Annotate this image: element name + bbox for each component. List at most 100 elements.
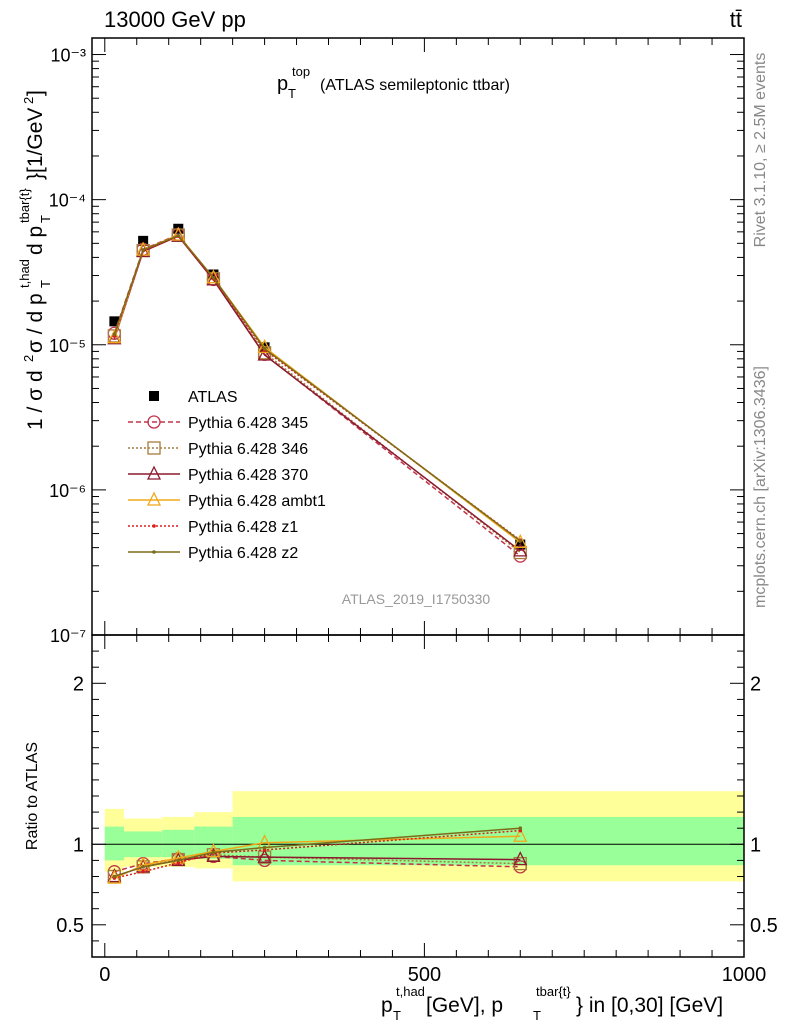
data-point-3-3: [206, 271, 221, 286]
main-ylabel: 1 / σ d 2 σ / d p T t,had d p T tbar{t} …: [17, 90, 53, 430]
ratio-point-3-0: [107, 869, 122, 884]
ratio-line-5: [114, 827, 521, 878]
data-point-4-5: [513, 533, 528, 548]
data-point-3-4: [257, 346, 272, 361]
data-point-3-5: [513, 542, 528, 557]
legend-marker-1: [147, 415, 161, 429]
main-ytick-label: 10⁻⁵: [49, 336, 86, 356]
data-point-6-1: [141, 248, 145, 252]
data-point-6-3: [211, 275, 216, 280]
legend-label-6: Pythia 6.428 z2: [188, 545, 298, 562]
data-point-4-4: [257, 338, 272, 353]
main-series: [107, 223, 528, 563]
svg-text:2: 2: [21, 355, 36, 362]
data-point-2-5: [513, 545, 527, 560]
legend-label-1: Pythia 6.428 345: [188, 415, 308, 432]
ratio-point-3-3: [206, 843, 221, 858]
svg-text:d p: d p: [24, 226, 47, 255]
data-point-6-2: [176, 233, 181, 238]
svg-text:(ATLAS semileptonic ttbar): (ATLAS semileptonic ttbar): [320, 77, 510, 94]
data-point-4-3: [206, 269, 221, 284]
main-ytick-label: 10⁻³: [50, 46, 86, 66]
ratio-ytick-label-right: 2: [750, 673, 761, 695]
legend-marker-4: [146, 491, 162, 506]
ratio-point-2-4: [257, 848, 272, 863]
ratio-ylabel: Ratio to ATLAS: [24, 742, 41, 850]
ratio-xtick-label: 1000: [722, 964, 767, 986]
data-point-6-4: [262, 346, 267, 351]
svg-text:} in [0,30] [GeV]: } in [0,30] [GeV]: [576, 994, 723, 1017]
svg-text:tbar{t}: tbar{t}: [17, 188, 32, 223]
ratio-ytick-label: 0.5: [56, 915, 84, 937]
ratio-point-5-1: [141, 865, 145, 869]
ratio-line-4: [114, 829, 521, 879]
series-line-6: [113, 234, 521, 542]
mcplots-label: mcplots.cern.ch [arXiv:1306.3436]: [752, 366, 769, 608]
x-axis-label: p T t,had [GeV], p T tbar{t} } in [0,30]…: [381, 984, 723, 1023]
svg-text:1 / σ d: 1 / σ d: [24, 370, 47, 430]
data-point-0-3: [208, 269, 219, 280]
ratio-ytick-label-right: 0.5: [750, 915, 778, 937]
legend-marker-0: [149, 391, 159, 401]
ratio-point-3-5: [513, 827, 528, 842]
main-ytick-label: 10⁻⁶: [49, 481, 86, 501]
svg-text:T: T: [533, 1008, 541, 1023]
data-point-6-5: [518, 539, 523, 543]
data-point-4-2: [171, 226, 186, 241]
ratio-point-5-5: [518, 826, 523, 830]
legend-marker-5: [152, 524, 156, 528]
analysis-id: ATLAS_2019_I1750330: [342, 591, 491, 607]
ratio-point-5-3: [211, 850, 216, 855]
legend-label-4: Pythia 6.428 ambt1: [188, 493, 326, 510]
main-panel: 10⁻⁷ 10⁻⁶ 10⁻⁵ 10⁻⁴ 10⁻³: [49, 37, 745, 646]
svg-text:p: p: [277, 73, 288, 95]
ratio-panel: 0 500 1000 0.5 0.5 1 1 2 2: [56, 634, 778, 986]
legend-marker-6: [152, 550, 156, 554]
svg-text:]: ]: [24, 90, 47, 96]
ratio-bands: [104, 791, 744, 882]
legend-label-3: Pythia 6.428 370: [188, 467, 308, 484]
ratio-point-4-1: [141, 869, 145, 874]
data-point-4-0: [107, 329, 122, 344]
svg-text:[GeV], p: [GeV], p: [426, 994, 503, 1017]
ratio-point-2-5: [513, 851, 528, 866]
svg-text:t,had: t,had: [396, 984, 425, 999]
ratio-xtick-label: 0: [99, 964, 110, 986]
svg-text:top: top: [292, 64, 310, 79]
data-point-0-1: [138, 235, 149, 246]
band-green-0: [104, 826, 124, 861]
ratio-ytick-label: 2: [73, 673, 84, 695]
legend-label-0: ATLAS: [188, 389, 238, 406]
ratio-series: [107, 826, 528, 884]
data-point-0-0: [109, 316, 120, 327]
main-title: p T top (ATLAS semileptonic ttbar): [277, 64, 510, 101]
svg-text:T: T: [38, 280, 53, 288]
svg-text:t,had: t,had: [17, 259, 32, 288]
series-line-5: [113, 235, 521, 541]
ratio-point-5-2: [176, 858, 181, 863]
legend: ATLAS Pythia 6.428 345 Pythia 6.428 346 Pyt…: [128, 389, 326, 562]
legend-marker-3: [146, 465, 162, 480]
main-ytick-label: 10⁻⁷: [50, 626, 86, 646]
svg-text:T: T: [393, 1008, 401, 1023]
svg-text:σ / d p: σ / d p: [24, 293, 47, 353]
rivet-label: Rivet 3.1.10, ≥ 2.5M events: [752, 53, 769, 248]
ratio-xtick-label: 500: [408, 964, 441, 986]
svg-text:T: T: [38, 215, 53, 223]
svg-text:p: p: [381, 994, 393, 1017]
svg-text:tbar{t}: tbar{t}: [536, 984, 571, 999]
legend-marker-2: [147, 441, 161, 455]
ratio-ytick-label-right: 1: [750, 834, 761, 856]
main-ytick-label: 10⁻⁴: [49, 191, 86, 211]
ratio-ytick-label: 1: [73, 834, 84, 856]
ratio-point-2-3: [206, 847, 221, 863]
ratio-point-5-4: [262, 845, 267, 850]
svg-text:T: T: [288, 86, 296, 101]
data-point-6-0: [112, 332, 117, 337]
legend-label-2: Pythia 6.428 346: [188, 441, 308, 458]
svg-text:}[1/GeV: }[1/GeV: [24, 108, 47, 180]
legend-label-5: Pythia 6.428 z1: [188, 519, 298, 536]
header-process: tt̄: [730, 7, 742, 32]
svg-text:2: 2: [21, 97, 36, 104]
